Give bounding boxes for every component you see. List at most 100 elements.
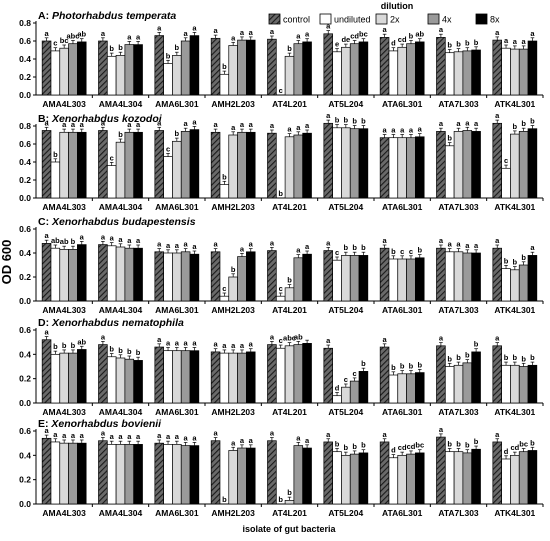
bar-8x — [133, 44, 143, 96]
significance-letter: a — [240, 120, 245, 129]
significance-letter: a — [240, 436, 245, 445]
significance-letter: a — [136, 236, 141, 245]
bar-2x — [510, 454, 520, 505]
bar-2x — [172, 252, 182, 302]
y-tick-label: 0.4 — [19, 157, 31, 167]
bar-control — [323, 122, 333, 199]
significance-letter: a — [326, 22, 331, 31]
significance-letter: a — [456, 119, 461, 128]
bar-group-atk4l301: ad cd bc b ATK4L301 — [492, 430, 544, 518]
bar-8x — [133, 444, 143, 505]
significance-letter: a — [101, 232, 106, 241]
category-label: AMH2L203 — [211, 305, 255, 315]
bar-undiluted — [219, 73, 230, 96]
bar-control — [98, 440, 108, 505]
significance-letter: a — [213, 26, 218, 35]
bar-control — [267, 344, 277, 404]
bar-2x — [172, 444, 182, 505]
bar-2x — [284, 500, 295, 505]
significance-letter: c — [166, 144, 170, 153]
panel-title-species: Xenorhabdus bovienii — [50, 418, 162, 430]
bar-4x — [180, 350, 191, 404]
significance-letter: b — [344, 443, 349, 452]
significance-letter: bc — [359, 30, 368, 39]
legend-swatch-undiluted — [319, 13, 332, 25]
bar-undiluted — [388, 457, 399, 505]
panel-title-species: Xenorhabdus nematophila — [51, 317, 184, 329]
significance-letter: b — [287, 488, 292, 497]
significance-letter: a — [382, 430, 387, 439]
bar-undiluted — [501, 364, 511, 404]
bar-4x — [349, 453, 360, 505]
significance-letter: b — [335, 116, 340, 125]
category-label: AMH2L203 — [211, 407, 255, 417]
y-tick-label: 0.2 — [19, 374, 31, 384]
significance-letter: d — [391, 446, 396, 455]
bar-2x — [115, 246, 126, 302]
significance-letter: b — [71, 341, 76, 350]
bar-4x — [124, 44, 135, 96]
significance-letter: a — [192, 23, 197, 32]
significance-letter: b — [361, 117, 366, 126]
panel-title: B: Xenorhabdus kozodoi — [38, 113, 163, 125]
bar-undiluted — [219, 184, 230, 199]
significance-letter: b — [278, 189, 283, 198]
panel-title-prefix: C: — [38, 216, 52, 228]
significance-letter: a — [44, 29, 49, 38]
significance-letter: a — [136, 432, 141, 441]
significance-letter: b — [447, 354, 452, 363]
significance-letter: b — [175, 43, 180, 52]
bar-8x — [77, 349, 87, 404]
significance-letter: a — [465, 241, 470, 250]
significance-letter: a — [101, 332, 106, 341]
significance-letter: b — [109, 44, 114, 53]
significance-letter: a — [166, 241, 171, 250]
significance-letter: a — [456, 240, 461, 249]
significance-letter: b — [456, 40, 461, 49]
significance-letter: b — [465, 441, 470, 450]
significance-letter: a — [157, 23, 162, 32]
panel-title-species: Xenorhabdus kozodoi — [51, 113, 163, 125]
bar-2x — [59, 47, 69, 96]
bar-control — [323, 441, 333, 505]
category-label: ATA7L303 — [438, 508, 479, 518]
significance-letter: a — [166, 432, 171, 441]
bar-8x — [133, 360, 143, 404]
y-tick-label: 0.6 — [19, 139, 31, 149]
significance-letter: a — [400, 126, 405, 135]
significance-letter: a — [305, 436, 310, 445]
significance-letter: a — [231, 438, 236, 447]
y-tick-label: 0.2 — [19, 72, 31, 82]
significance-letter: b — [447, 41, 452, 50]
category-label: ATA7L303 — [438, 305, 479, 315]
y-tick-label: 0.2 — [19, 475, 31, 485]
significance-letter: a — [127, 432, 132, 441]
bar-2x — [228, 45, 238, 96]
significance-letter: a — [213, 340, 218, 349]
bar-4x — [180, 251, 191, 302]
significance-letter: bc — [60, 36, 69, 45]
significance-letter: a — [495, 236, 500, 245]
significance-letter: a — [296, 123, 301, 132]
significance-letter: a — [495, 430, 500, 439]
significance-letter: a — [495, 28, 500, 37]
category-label: ATK4L301 — [494, 202, 535, 212]
significance-letter: de — [341, 35, 350, 44]
bar-undiluted — [275, 347, 286, 404]
significance-letter: abc — [283, 334, 296, 343]
bar-4x — [293, 445, 304, 505]
category-label: AMH2L203 — [211, 99, 255, 109]
significance-letter: c — [279, 284, 283, 293]
bar-undiluted — [50, 353, 61, 404]
significance-letter: c — [400, 247, 404, 256]
